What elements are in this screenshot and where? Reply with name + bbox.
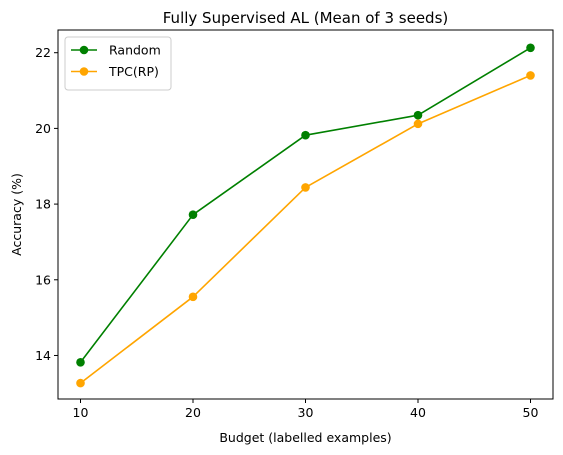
legend: Random TPC(RP) <box>64 36 172 91</box>
series-line <box>80 74 531 384</box>
y-tick-label: 22 <box>35 45 51 60</box>
data-point <box>413 119 423 129</box>
y-tick-label: 16 <box>35 272 51 287</box>
data-point <box>76 357 85 367</box>
y-tick-label: 14 <box>35 348 51 363</box>
data-point <box>188 210 198 219</box>
data-point <box>301 130 310 140</box>
x-axis-label: Budget (labelled examples) <box>219 430 391 445</box>
x-tick-label: 50 <box>523 405 539 420</box>
y-axis-label: Accuracy (%) <box>9 173 24 256</box>
x-axis: 10 20 30 40 50 <box>73 399 539 420</box>
x-tick-label: 40 <box>410 405 426 420</box>
y-tick-label: 20 <box>35 121 51 136</box>
data-point <box>188 292 198 302</box>
legend-label: Random <box>109 43 161 58</box>
y-tick-label: 18 <box>35 197 51 212</box>
data-point <box>526 71 535 80</box>
chart-title: Fully Supervised AL (Mean of 3 seeds) <box>163 9 449 27</box>
legend-label: TPC(RP) <box>108 64 159 79</box>
data-point <box>526 43 535 53</box>
series-2 <box>76 71 535 388</box>
data-point <box>76 378 85 388</box>
data-point <box>413 110 423 120</box>
x-tick-label: 20 <box>185 405 201 420</box>
series-1 <box>76 43 535 367</box>
x-tick-label: 30 <box>298 405 314 420</box>
legend-swatch-marker <box>79 45 89 55</box>
plot-area <box>76 43 535 388</box>
legend-swatch-marker <box>79 67 89 76</box>
data-point <box>301 183 310 192</box>
series-line <box>79 47 531 363</box>
y-axis: 14 16 18 20 22 <box>35 45 58 363</box>
x-tick-label: 10 <box>73 405 89 420</box>
